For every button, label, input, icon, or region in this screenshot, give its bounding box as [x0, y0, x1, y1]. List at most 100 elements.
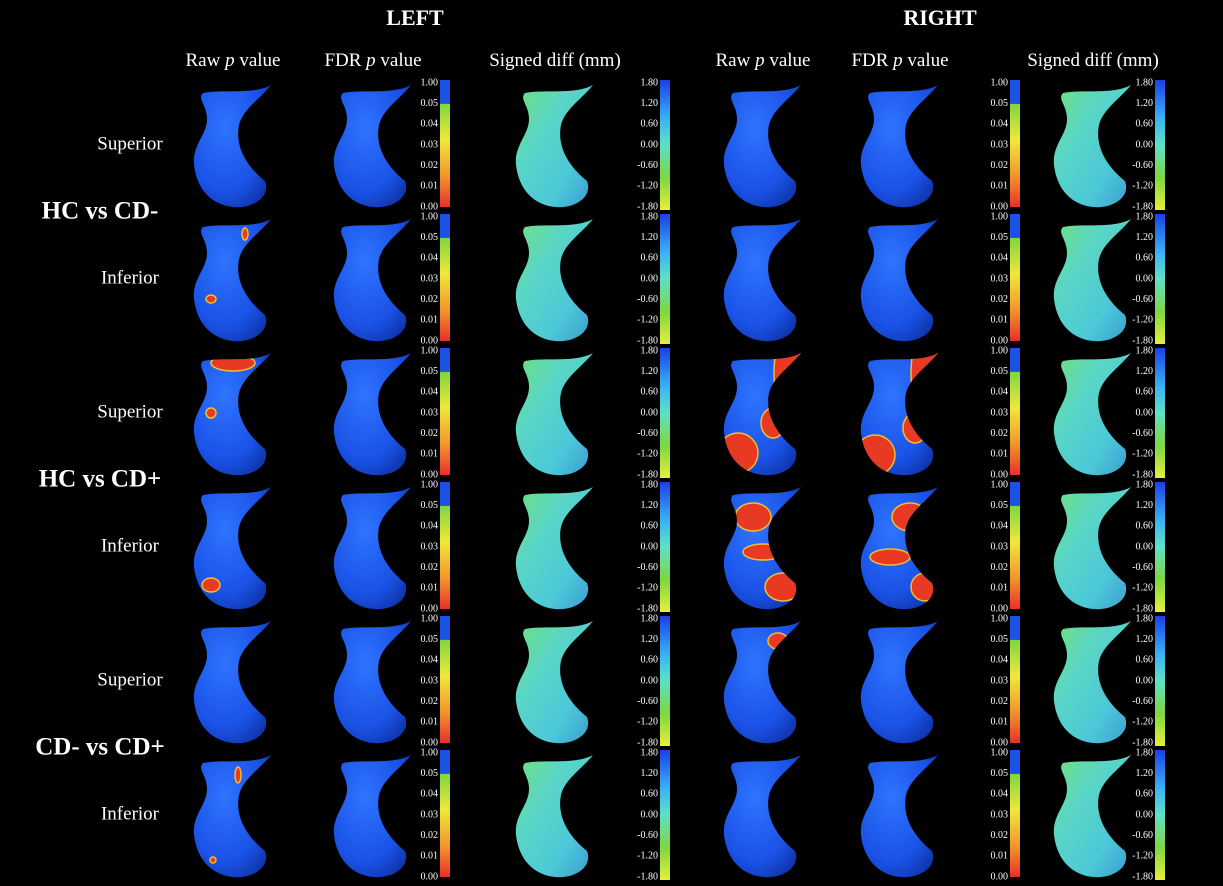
- colorbar-gradient: [440, 774, 450, 877]
- colorbar-label: 0.60: [641, 119, 659, 130]
- colorbar-label: 0.05: [421, 500, 439, 511]
- colorbar-gradient: [1010, 372, 1020, 475]
- colorbar-label: 0.00: [1136, 139, 1154, 150]
- colorbar-label: 0.05: [991, 98, 1009, 109]
- colorbar-label: 0.60: [1136, 521, 1154, 532]
- colorbar-label: -1.20: [637, 717, 658, 728]
- colorbar-gradient: [1010, 104, 1020, 207]
- colorbar-gradient: [440, 238, 450, 341]
- colorbar-top: [1010, 616, 1020, 640]
- colorbar-label: 0.02: [991, 562, 1009, 573]
- colorbar-label: 0.02: [991, 160, 1009, 171]
- colorbar-label: 0.03: [991, 407, 1009, 418]
- colorbar-label: 0.05: [421, 98, 439, 109]
- p-surface: [334, 487, 411, 609]
- colorbar-label: 1.80: [641, 613, 659, 624]
- colorbar-gradient: [440, 104, 450, 207]
- column-header: FDR p value: [851, 50, 948, 71]
- group-label: CD- vs CD+: [35, 734, 165, 761]
- significance-patch: [211, 355, 255, 371]
- p-surface: [334, 219, 411, 341]
- colorbar-label: 0.01: [421, 315, 439, 326]
- colorbar-label: 0.00: [1136, 541, 1154, 552]
- header-part: Raw: [186, 50, 226, 71]
- colorbar-label: 0.01: [991, 717, 1009, 728]
- significance-patch: [242, 228, 248, 240]
- colorbar-gradient: [660, 616, 670, 746]
- colorbar-label: 0.02: [991, 294, 1009, 305]
- colorbar-label: 0.04: [421, 655, 439, 666]
- surface: [1054, 219, 1131, 341]
- diff-surface: [1054, 219, 1131, 341]
- surface: [334, 353, 411, 475]
- colorbar-label: 0.04: [991, 119, 1009, 130]
- colorbar-label: 0.01: [991, 181, 1009, 192]
- surface: [334, 219, 411, 341]
- colorbar-label: 0.01: [421, 181, 439, 192]
- colorbar-label: 1.00: [421, 479, 439, 490]
- colorbar-label: 0.01: [991, 583, 1009, 594]
- colorbar-top: [1010, 80, 1020, 104]
- colorbar-label: 0.02: [421, 294, 439, 305]
- colorbar-label: -0.60: [1132, 428, 1153, 439]
- colorbar-label: 0.05: [991, 634, 1009, 645]
- significance-patch: [761, 408, 785, 438]
- colorbar-top: [1010, 482, 1020, 506]
- view-label: Superior: [97, 401, 163, 422]
- p-surface: [194, 487, 271, 609]
- colorbar-label: 1.80: [1136, 77, 1154, 88]
- significance-patch: [735, 503, 771, 531]
- surface: [194, 621, 271, 743]
- colorbar-label: 0.04: [991, 521, 1009, 532]
- surface: [334, 487, 411, 609]
- colorbar-label: 0.60: [641, 253, 659, 264]
- header-part: p: [223, 50, 235, 71]
- colorbar-label: 0.60: [1136, 789, 1154, 800]
- colorbar-label: -0.60: [1132, 160, 1153, 171]
- colorbar-gradient: [1010, 640, 1020, 743]
- diff-surface: [1054, 353, 1131, 475]
- p-surface: [861, 219, 938, 341]
- colorbar-label: 1.00: [991, 479, 1009, 490]
- colorbar-label: -1.20: [637, 583, 658, 594]
- surface: [516, 353, 593, 475]
- side-title: LEFT: [386, 5, 444, 30]
- colorbar-label: 1.20: [641, 366, 659, 377]
- view-label: Inferior: [101, 267, 160, 288]
- colorbar-top: [440, 750, 450, 774]
- colorbar-label: 1.80: [641, 747, 659, 758]
- colorbar-label: -1.20: [637, 315, 658, 326]
- p-surface: [724, 487, 801, 609]
- colorbar-label: 0.60: [1136, 387, 1154, 398]
- header-part: FDR: [851, 50, 893, 71]
- header-part: Signed diff (mm): [1027, 50, 1159, 71]
- colorbar-top: [440, 214, 450, 238]
- patches: [768, 633, 788, 649]
- diff-surface: [1054, 487, 1131, 609]
- colorbar-label: 0.04: [991, 253, 1009, 264]
- colorbar-label: -0.60: [1132, 562, 1153, 573]
- colorbar-label: 0.00: [641, 541, 659, 552]
- significance-patch: [911, 573, 939, 601]
- colorbar-label: 0.00: [991, 871, 1009, 882]
- colorbar-label: 0.60: [1136, 655, 1154, 666]
- colorbar-label: 1.80: [1136, 345, 1154, 356]
- colorbar-label: 0.00: [641, 139, 659, 150]
- surface: [861, 219, 938, 341]
- significance-patch: [718, 433, 758, 473]
- colorbar-label: 0.03: [421, 541, 439, 552]
- colorbar-label: -0.60: [637, 160, 658, 171]
- colorbar-label: 0.00: [421, 871, 439, 882]
- header-part: value: [235, 50, 281, 71]
- significance-patch: [911, 333, 939, 413]
- colorbar-label: 1.20: [641, 232, 659, 243]
- colorbar-label: 0.04: [421, 119, 439, 130]
- colorbar-label: 0.05: [991, 366, 1009, 377]
- colorbar-label: 0.04: [421, 253, 439, 264]
- colorbar-gradient: [1155, 80, 1165, 210]
- surface: [334, 85, 411, 207]
- colorbar-label: 0.01: [421, 583, 439, 594]
- colorbar-label: 0.60: [1136, 253, 1154, 264]
- header-part: Signed diff (mm): [489, 50, 621, 71]
- colorbar-label: 0.03: [991, 675, 1009, 686]
